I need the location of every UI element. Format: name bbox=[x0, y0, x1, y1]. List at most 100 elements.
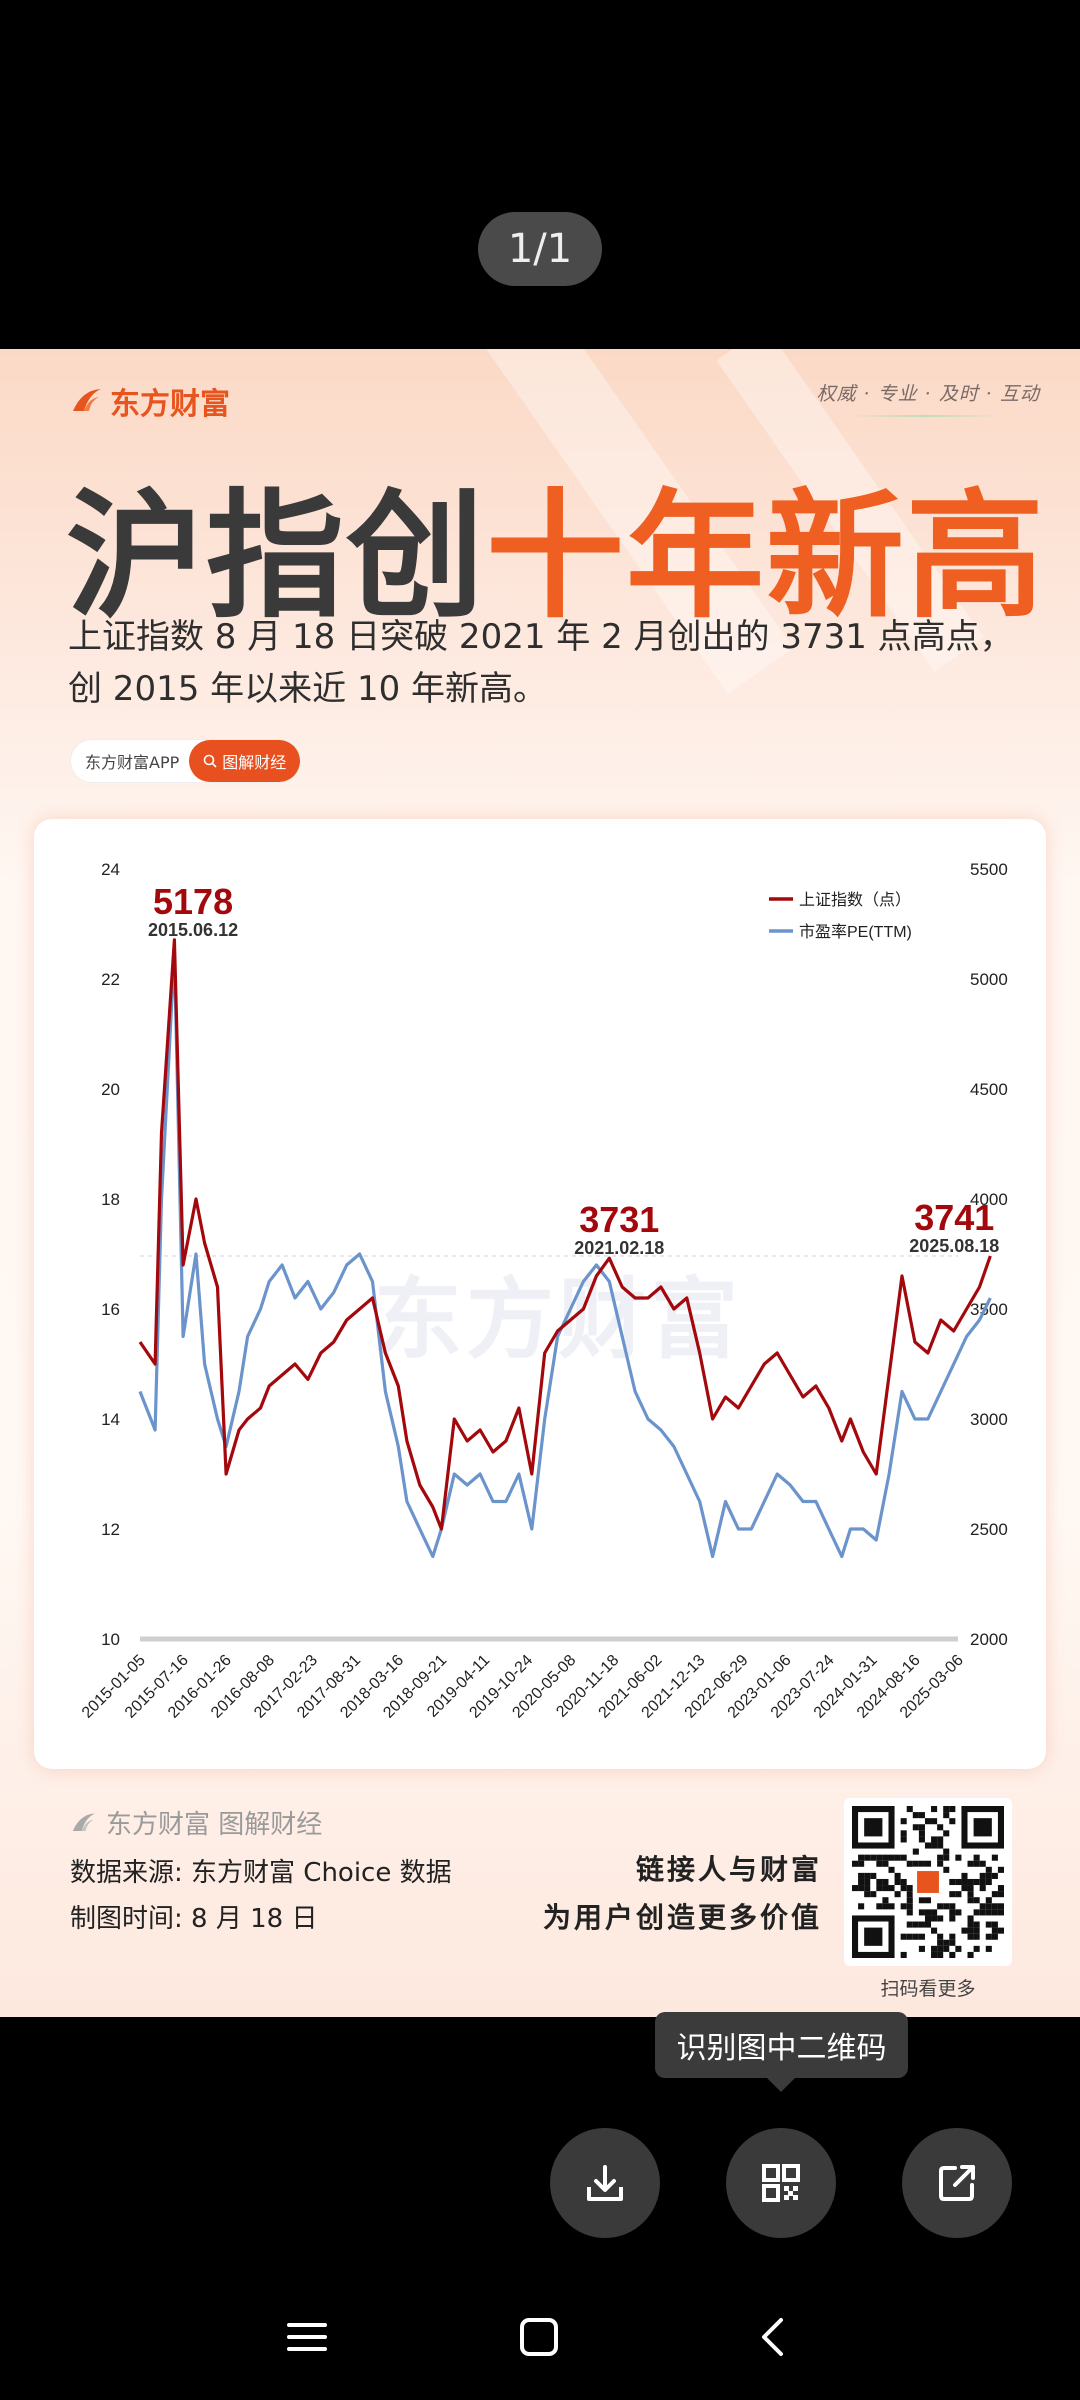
y-left-tick-label: 20 bbox=[101, 1080, 120, 1099]
qr-module bbox=[912, 1921, 919, 1928]
share-icon bbox=[939, 2165, 975, 2201]
qr-module bbox=[943, 1848, 950, 1855]
brand-logo-icon bbox=[73, 389, 101, 411]
qr-recognize-tooltip[interactable]: 识别图中二维码 bbox=[655, 2012, 908, 2092]
qr-module bbox=[961, 1927, 968, 1934]
qr-module bbox=[918, 1812, 925, 1819]
qr-module bbox=[870, 1872, 877, 1879]
qr-module bbox=[912, 1812, 919, 1819]
annotation-date: 2015.06.12 bbox=[148, 920, 238, 940]
qr-module bbox=[937, 1933, 944, 1940]
y-right-tick-label: 4000 bbox=[970, 1190, 1008, 1209]
qr-module bbox=[931, 1836, 938, 1843]
qr-module bbox=[906, 1903, 913, 1910]
y-right-tick-label: 2500 bbox=[970, 1520, 1008, 1539]
qr-module bbox=[985, 1878, 992, 1886]
y-right-tick-label: 5000 bbox=[970, 970, 1008, 989]
download-button[interactable] bbox=[550, 2128, 660, 2238]
qr-module bbox=[894, 1872, 901, 1879]
qr-module bbox=[912, 1824, 919, 1831]
qr-module bbox=[979, 1872, 986, 1879]
qr-module bbox=[967, 1891, 974, 1898]
qr-module bbox=[882, 1897, 889, 1904]
qr-module bbox=[900, 1854, 907, 1861]
qr-module bbox=[900, 1885, 907, 1892]
qr-module bbox=[949, 1818, 956, 1825]
qr-module bbox=[985, 1866, 992, 1873]
qr-module bbox=[924, 1842, 932, 1849]
back-chevron-icon bbox=[762, 2318, 783, 2356]
qr-module bbox=[955, 1945, 962, 1952]
qr-module bbox=[882, 1885, 889, 1892]
qr-module bbox=[906, 1806, 913, 1813]
share-button[interactable] bbox=[902, 2128, 1012, 2238]
qr-finder-core bbox=[864, 1927, 883, 1946]
qr-module bbox=[906, 1933, 913, 1940]
qr-module bbox=[918, 1909, 925, 1916]
qr-module bbox=[858, 1854, 865, 1861]
qr-module bbox=[943, 1812, 950, 1819]
chart-card: 东方财富 10 12 14 16 18 20 22 24 2000 2500 3000 3500 400… bbox=[34, 819, 1046, 1769]
qr-module bbox=[991, 1909, 998, 1916]
headline: 沪指创十年新高 bbox=[66, 444, 1046, 644]
qr-module bbox=[864, 1885, 871, 1892]
qr-module bbox=[900, 1836, 907, 1843]
brand-name: 东方财富 bbox=[110, 387, 230, 422]
qr-module bbox=[937, 1824, 944, 1831]
qr-module bbox=[900, 1878, 907, 1886]
qr-module bbox=[870, 1854, 877, 1861]
nav-recents-button[interactable] bbox=[262, 2302, 352, 2372]
qr-module bbox=[961, 1872, 968, 1879]
brand-logo: 东方财富 bbox=[70, 379, 230, 423]
qr-module bbox=[949, 1909, 956, 1916]
qr-module bbox=[973, 1909, 980, 1916]
qr-module bbox=[894, 1878, 901, 1886]
qr-module bbox=[858, 1903, 865, 1910]
qr-module bbox=[906, 1921, 913, 1928]
brand-logo-icon bbox=[72, 1812, 96, 1831]
qr-module bbox=[888, 1854, 895, 1861]
annotation-date: 2025.08.18 bbox=[909, 1236, 999, 1256]
footer-slogan-1: 链接人与财富 bbox=[635, 1853, 822, 1886]
qr-module bbox=[918, 1921, 925, 1928]
qr-module bbox=[876, 1878, 883, 1886]
qr-module bbox=[997, 1903, 1004, 1910]
qr-module bbox=[931, 1915, 938, 1922]
qr-module bbox=[924, 1818, 932, 1825]
qr-module bbox=[924, 1915, 932, 1922]
qr-module bbox=[906, 1909, 913, 1916]
qr-module bbox=[949, 1806, 956, 1813]
tag-app: 东方财富APP bbox=[85, 753, 180, 772]
qr-module bbox=[882, 1903, 889, 1910]
qr-module bbox=[937, 1860, 944, 1867]
subtitle-line-2: 创 2015 年以来近 10 年新高。 bbox=[68, 669, 548, 709]
qr-module bbox=[943, 1806, 950, 1813]
qr-module bbox=[985, 1921, 992, 1928]
qr-module bbox=[991, 1872, 998, 1879]
qr-code[interactable] bbox=[844, 1798, 1012, 1966]
qr-finder-core bbox=[973, 1818, 992, 1837]
qr-module bbox=[949, 1951, 956, 1958]
qr-module bbox=[955, 1891, 962, 1898]
qr-module bbox=[900, 1951, 907, 1958]
qr-module bbox=[949, 1939, 956, 1946]
annotation-value: 3731 bbox=[579, 1199, 659, 1240]
nav-back-button[interactable] bbox=[728, 2302, 818, 2372]
qr-module bbox=[931, 1909, 938, 1916]
brand-slogan: 权威 · 专业 · 及时 · 互动 bbox=[816, 383, 1040, 405]
poster-image[interactable]: 东方财富 权威 · 专业 · 及时 · 互动 沪指创十年新高 上证指数 8 月 … bbox=[0, 349, 1080, 2017]
scan-qr-button[interactable] bbox=[726, 2128, 836, 2238]
qr-module bbox=[979, 1903, 986, 1910]
qr-module bbox=[967, 1921, 974, 1928]
qr-module bbox=[991, 1921, 998, 1928]
y-left-tick-label: 18 bbox=[101, 1190, 120, 1209]
nav-home-button[interactable] bbox=[494, 2302, 584, 2372]
qr-module bbox=[955, 1854, 962, 1861]
qr-finder-core bbox=[864, 1818, 883, 1837]
qr-module bbox=[876, 1903, 883, 1910]
qr-module bbox=[997, 1909, 1004, 1916]
subtitle-line-1: 上证指数 8 月 18 日突破 2021 年 2 月创出的 3731 点高点， bbox=[68, 617, 1014, 657]
qr-module bbox=[943, 1945, 950, 1952]
qr-module bbox=[900, 1830, 907, 1837]
footer-brand: 东方财富 图解财经 bbox=[70, 1804, 322, 1841]
